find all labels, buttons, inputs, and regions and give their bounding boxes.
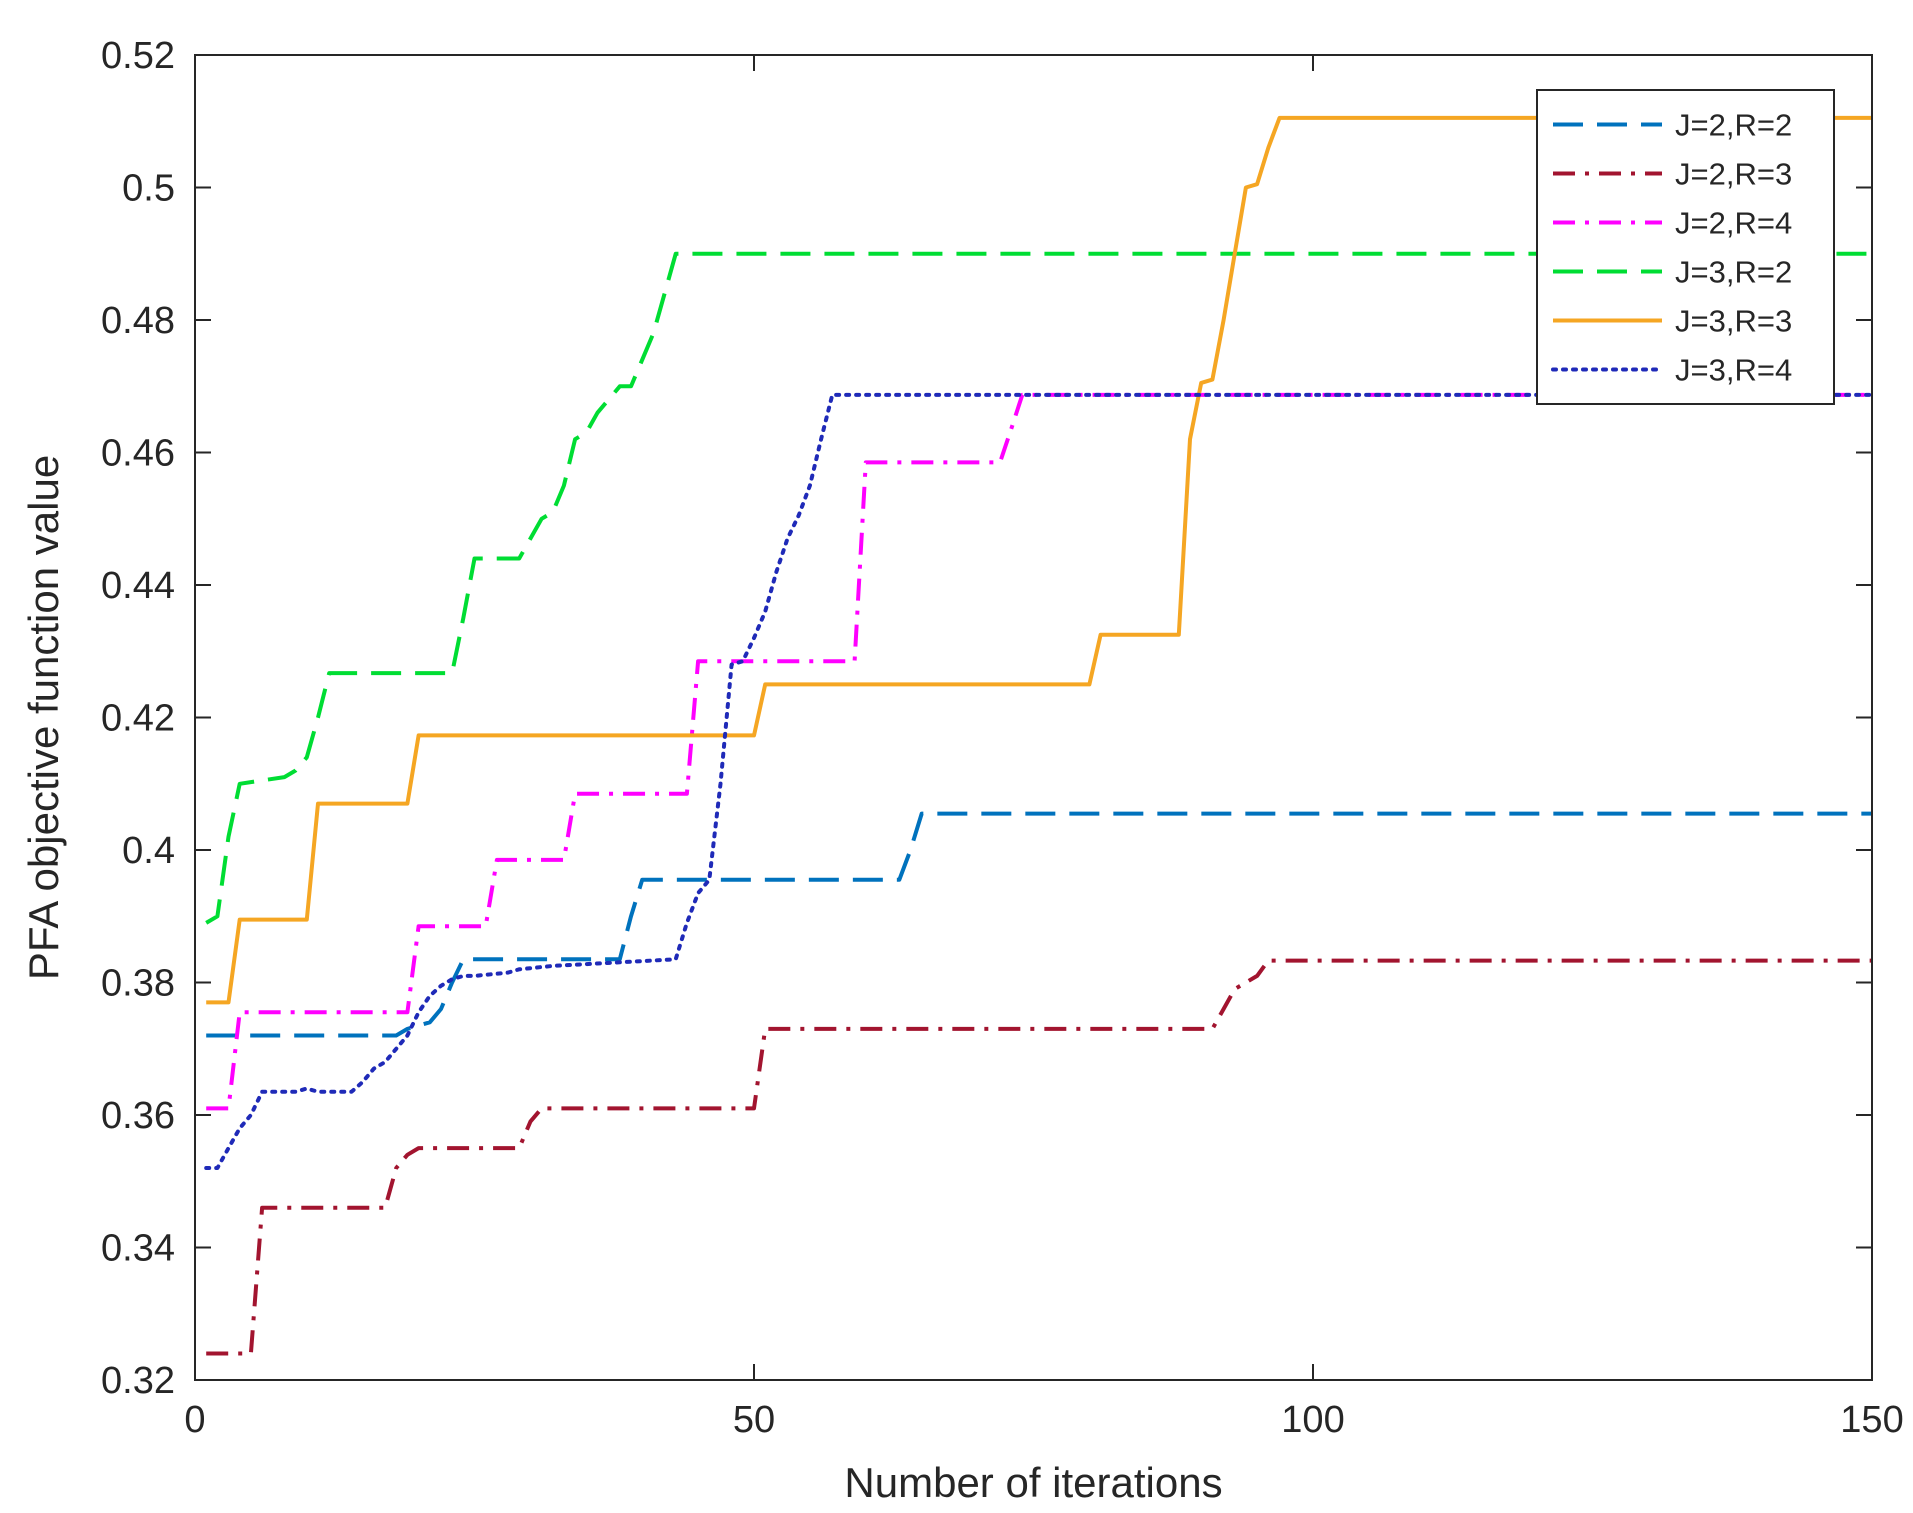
series-line-5: [206, 115, 1872, 1005]
y-tick-label: 0.42: [101, 698, 175, 740]
y-tick-label: 0.48: [101, 300, 175, 342]
y-tick-label: 0.44: [101, 565, 175, 607]
y-tick-label: 0.5: [122, 168, 175, 210]
y-tick-label: 0.36: [101, 1095, 175, 1137]
y-tick-label: 0.46: [101, 433, 175, 475]
legend-box: [1536, 89, 1835, 405]
legend: J=2,R=2 J=2,R=3 J=2,R=4 J=3,R=2 J=3,R=3 J=3,R…: [1536, 89, 1835, 405]
series-line-2: [206, 958, 1872, 1356]
legend-label-6: J=3,R=4: [1675, 353, 1792, 388]
legend-label-1: J=2,R=2: [1675, 108, 1792, 143]
series-line-3: [206, 392, 1872, 1111]
y-axis-label: PFA objective function value: [20, 455, 67, 980]
x-tick-label: 0: [184, 1399, 205, 1441]
x-tick-label: 50: [733, 1399, 775, 1441]
y-tick-label: 0.4: [122, 830, 175, 872]
legend-label-3: J=2,R=4: [1675, 206, 1792, 241]
series-line-6: [204, 392, 1874, 1170]
axes: 0 50 100 150 0.32 0.34 0.36 0.38 0.4 0.42 0.44 0.46…: [101, 35, 1904, 1441]
y-tick-label: 0.38: [101, 963, 175, 1005]
x-tick-label: 100: [1281, 1399, 1344, 1441]
x-tick-label: 150: [1840, 1399, 1903, 1441]
y-tick-label: 0.32: [101, 1360, 175, 1402]
legend-label-5: J=3,R=3: [1675, 304, 1792, 339]
series-line-1: [206, 811, 1872, 1038]
x-axis-label: Number of iterations: [844, 1459, 1222, 1506]
plot-area: [204, 115, 1874, 1356]
y-tick-label: 0.52: [101, 35, 175, 77]
series-line-4: [205, 251, 1872, 925]
legend-label-4: J=3,R=2: [1675, 255, 1792, 290]
legend-label-2: J=2,R=3: [1675, 157, 1792, 192]
y-tick-label: 0.34: [101, 1228, 175, 1270]
